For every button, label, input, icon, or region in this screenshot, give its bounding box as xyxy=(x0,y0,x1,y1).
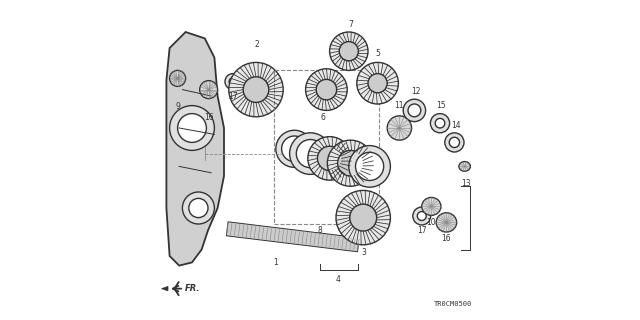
Circle shape xyxy=(308,137,351,180)
Circle shape xyxy=(336,190,390,245)
Polygon shape xyxy=(166,32,224,266)
Ellipse shape xyxy=(459,162,470,171)
Text: 7: 7 xyxy=(348,20,353,29)
Ellipse shape xyxy=(436,213,457,232)
Circle shape xyxy=(243,77,269,102)
Circle shape xyxy=(178,114,206,142)
Circle shape xyxy=(356,152,384,180)
Circle shape xyxy=(289,133,332,174)
Circle shape xyxy=(317,146,342,171)
Circle shape xyxy=(368,74,387,93)
Text: 9: 9 xyxy=(175,102,180,111)
Circle shape xyxy=(417,212,426,220)
Text: 6: 6 xyxy=(320,113,325,122)
Circle shape xyxy=(229,78,237,85)
Circle shape xyxy=(189,198,208,218)
Text: 12: 12 xyxy=(412,87,420,96)
Circle shape xyxy=(330,32,368,70)
Circle shape xyxy=(449,137,460,148)
Circle shape xyxy=(306,69,347,110)
Circle shape xyxy=(403,99,426,122)
Circle shape xyxy=(225,74,241,90)
Ellipse shape xyxy=(422,197,441,215)
Polygon shape xyxy=(227,222,359,252)
Ellipse shape xyxy=(387,116,412,140)
Text: 11: 11 xyxy=(395,101,404,110)
Circle shape xyxy=(445,133,464,152)
Circle shape xyxy=(182,192,214,224)
Circle shape xyxy=(338,150,364,176)
Circle shape xyxy=(413,207,431,225)
Ellipse shape xyxy=(200,81,218,99)
Circle shape xyxy=(276,130,313,167)
Circle shape xyxy=(349,146,390,187)
Text: 13: 13 xyxy=(461,179,470,188)
Circle shape xyxy=(408,104,421,117)
Text: 17: 17 xyxy=(228,92,238,101)
Circle shape xyxy=(282,136,307,162)
Circle shape xyxy=(316,79,337,100)
Text: 3: 3 xyxy=(362,248,367,257)
Circle shape xyxy=(327,140,374,186)
Circle shape xyxy=(339,42,358,61)
Text: 2: 2 xyxy=(254,40,259,49)
Circle shape xyxy=(229,62,283,117)
Circle shape xyxy=(357,62,398,104)
Text: 16: 16 xyxy=(204,113,214,122)
Text: 5: 5 xyxy=(376,49,381,58)
Text: TR0CM0500: TR0CM0500 xyxy=(434,301,472,307)
Text: 10: 10 xyxy=(426,218,436,227)
Text: 15: 15 xyxy=(436,101,446,110)
Circle shape xyxy=(296,140,324,168)
Text: 17: 17 xyxy=(417,226,427,235)
Text: 16: 16 xyxy=(442,234,451,243)
Polygon shape xyxy=(161,286,168,291)
Text: 14: 14 xyxy=(451,121,461,130)
Text: 8: 8 xyxy=(317,226,323,235)
Circle shape xyxy=(430,114,450,133)
Circle shape xyxy=(435,118,445,128)
Text: FR.: FR. xyxy=(185,284,200,293)
Text: 4: 4 xyxy=(335,275,340,284)
Circle shape xyxy=(349,204,376,231)
Text: 1: 1 xyxy=(273,258,278,267)
Circle shape xyxy=(170,106,214,150)
Ellipse shape xyxy=(170,70,186,86)
